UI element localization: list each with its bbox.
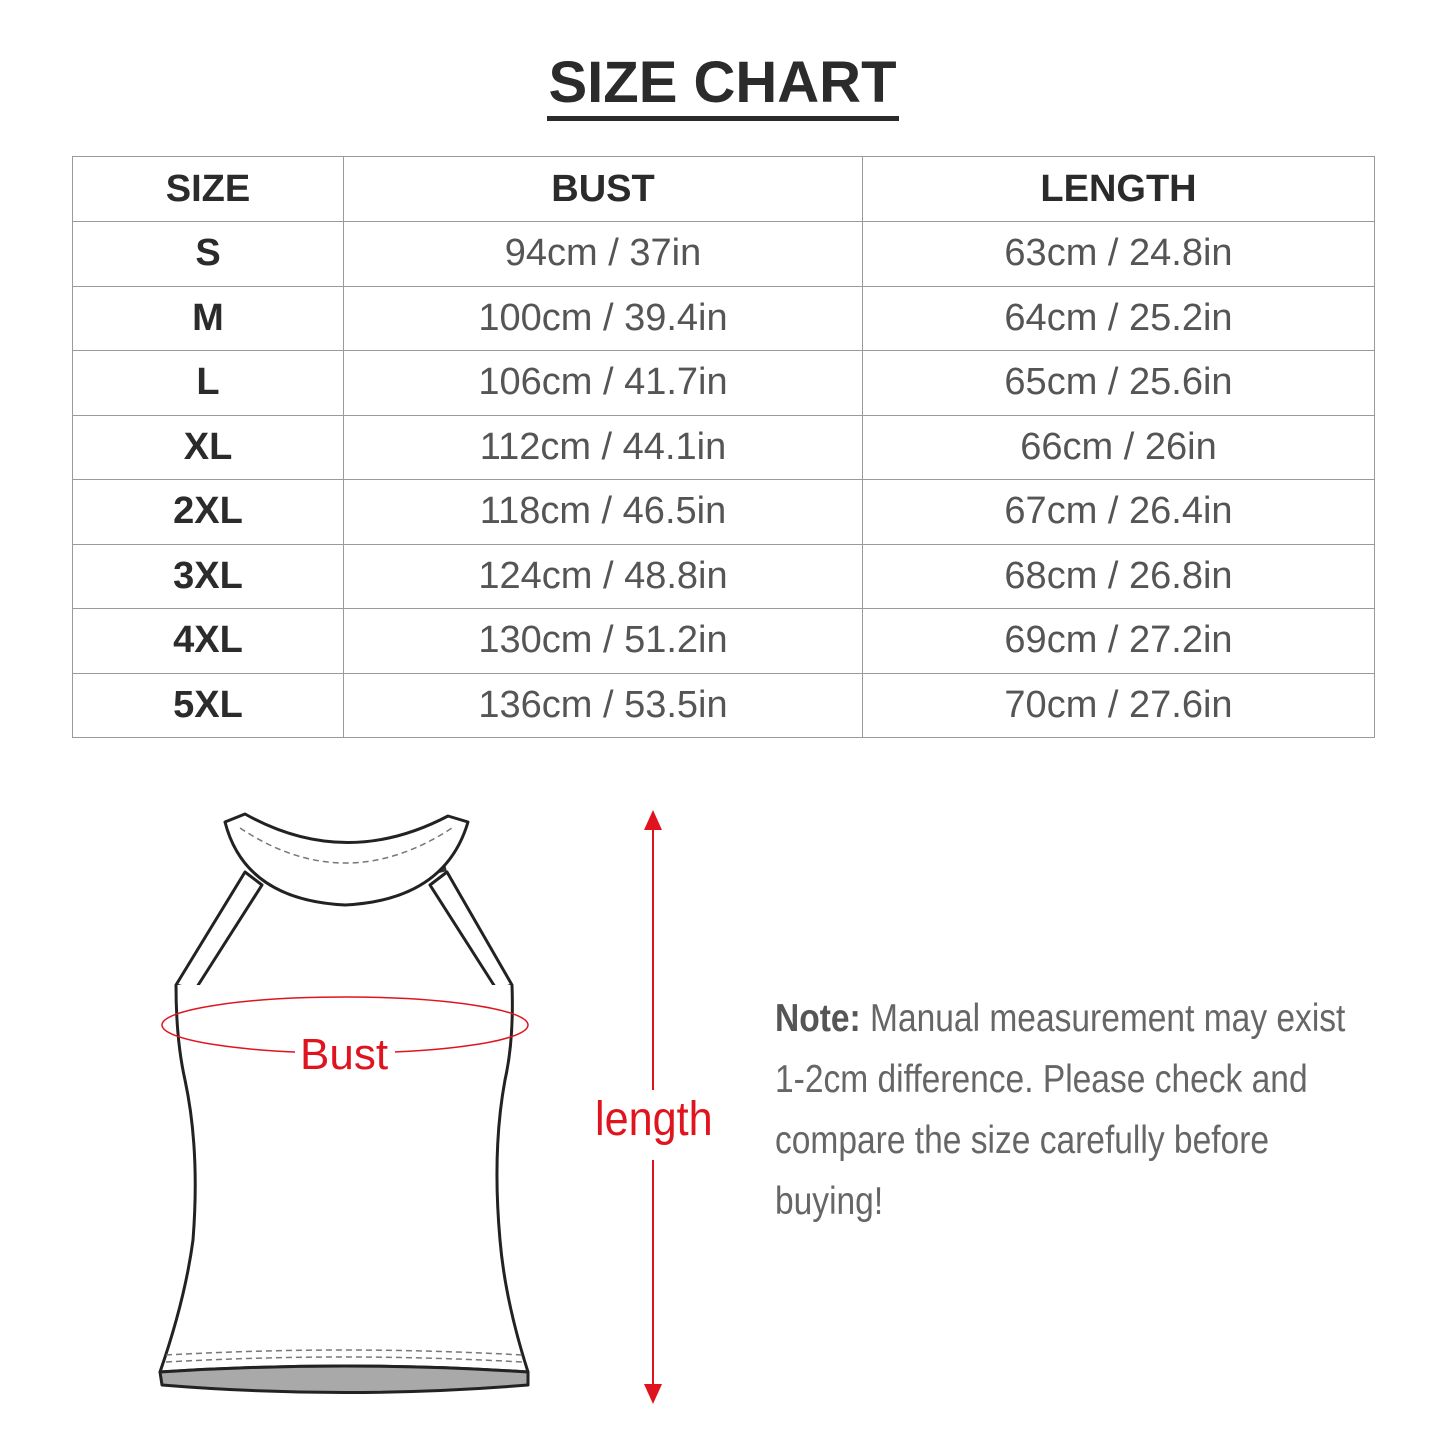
- cell-size: 4XL: [72, 608, 344, 674]
- cell-bust: 136cm / 53.5in: [343, 672, 863, 738]
- cell-bust: 112cm / 44.1in: [343, 414, 863, 480]
- length-label: length: [595, 1093, 713, 1146]
- table-row: XL 112cm / 44.1in 66cm / 26in: [72, 414, 1375, 480]
- title-wrap: SIZE CHART: [0, 52, 1445, 121]
- cell-size: 2XL: [72, 479, 344, 545]
- size-table: SIZE BUST LENGTH S 94cm / 37in 63cm / 24.8…: [72, 156, 1375, 738]
- table-header-row: SIZE BUST LENGTH: [72, 156, 1375, 222]
- cell-size: 5XL: [72, 672, 344, 738]
- table-row: 5XL 136cm / 53.5in 70cm / 27.6in: [72, 672, 1375, 738]
- cell-bust: 130cm / 51.2in: [343, 608, 863, 674]
- page-title: SIZE CHART: [546, 52, 899, 121]
- cell-bust: 106cm / 41.7in: [343, 350, 863, 416]
- table-row: M 100cm / 39.4in 64cm / 25.2in: [72, 285, 1375, 351]
- note-label: Note:: [775, 997, 861, 1040]
- cell-size: XL: [72, 414, 344, 480]
- header-length: LENGTH: [862, 156, 1375, 222]
- cell-length: 64cm / 25.2in: [862, 285, 1375, 351]
- table-row: 2XL 118cm / 46.5in 67cm / 26.4in: [72, 479, 1375, 545]
- cell-size: M: [72, 285, 344, 351]
- bust-label: Bust: [300, 1030, 389, 1079]
- cell-length: 66cm / 26in: [862, 414, 1375, 480]
- cell-length: 68cm / 26.8in: [862, 543, 1375, 609]
- cell-size: 3XL: [72, 543, 344, 609]
- header-size: SIZE: [72, 156, 344, 222]
- cell-length: 69cm / 27.2in: [862, 608, 1375, 674]
- cell-length: 67cm / 26.4in: [862, 479, 1375, 545]
- note-text: Manual measurement may exist 1-2cm diffe…: [775, 997, 1346, 1223]
- tank-top-illustration: [158, 812, 530, 1394]
- cell-bust: 118cm / 46.5in: [343, 479, 863, 545]
- cell-length: 70cm / 27.6in: [862, 672, 1375, 738]
- table-row: 4XL 130cm / 51.2in 69cm / 27.2in: [72, 608, 1375, 674]
- length-arrow: [644, 810, 662, 1404]
- cell-bust: 100cm / 39.4in: [343, 285, 863, 351]
- header-bust: BUST: [343, 156, 863, 222]
- note: Note: Manual measurement may exist 1-2cm…: [775, 988, 1377, 1232]
